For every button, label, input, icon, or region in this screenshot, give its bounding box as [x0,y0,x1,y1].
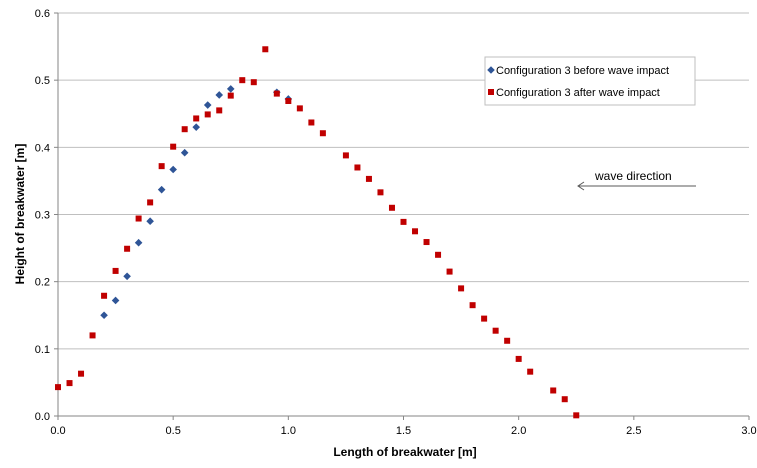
legend-box [484,56,696,106]
data-point [319,130,326,137]
data-point [308,119,315,126]
data-point [124,245,131,252]
data-point [262,46,269,53]
legend: Configuration 3 before wave impact Confi… [484,56,696,106]
tick-labels: 0.0 0.1 0.2 0.3 0.4 0.5 0.6 0.0 0.5 1.0 1.5 2.0 2.5 3… [35,8,757,437]
wave-direction-label: wave direction [594,169,672,183]
y-tick-label: 0.3 [35,210,50,222]
data-point [458,285,465,292]
data-point [181,126,188,133]
wave-direction-arrow [577,181,696,191]
data-point [215,91,224,99]
data-point [354,164,361,171]
data-point [192,123,200,131]
data-point [147,199,154,206]
data-point [112,267,119,274]
data-point [146,217,154,226]
data-point [134,238,143,247]
legend-label-before: Configuration 3 before wave impact [496,65,669,77]
data-point [492,327,499,334]
y-tick-label: 0.1 [35,344,50,356]
data-point [423,239,430,246]
data-point [170,143,177,150]
y-tick-label: 0.4 [35,142,50,154]
y-tick-label: 0.2 [35,277,50,289]
y-tick-label: 0.5 [35,75,50,87]
data-point [504,337,511,344]
y-tick-label: 0.6 [35,8,50,20]
data-point [226,85,235,93]
data-point [561,396,568,403]
x-tick-label: 0.0 [50,425,65,437]
data-point [365,175,372,182]
x-tick-label: 1.5 [396,425,411,437]
x-tick-label: 2.0 [511,425,526,437]
data-point [239,77,246,84]
data-point [435,251,442,258]
data-point [204,111,211,118]
data-point [412,228,419,235]
legend-swatch [488,89,494,95]
data-point [157,185,166,194]
data-point [66,380,73,387]
data-point [111,296,120,305]
data-point [342,152,349,159]
data-point [527,368,534,375]
legend-label-after: Configuration 3 after wave impact [496,87,660,99]
data-point [388,204,395,211]
data-point [273,90,280,97]
x-tick-label: 1.0 [281,425,296,437]
legend-swatch [487,66,495,74]
data-point [515,355,522,362]
data-point [203,101,212,109]
data-point [573,412,580,419]
data-point [123,272,131,281]
data-point [550,387,557,394]
data-point [400,218,407,225]
axes [54,12,750,420]
data-point [135,215,142,222]
data-point [55,384,61,391]
x-tick-label: 2.5 [626,425,641,437]
series-after [55,46,580,419]
data-point [101,292,108,299]
data-point [180,148,189,157]
y-axis-title: Height of breakwater [m] [13,144,27,285]
data-point [377,189,384,196]
data-point [446,268,453,275]
data-point [469,302,476,309]
data-point [227,92,234,99]
x-axis-title: Length of breakwater [m] [333,445,476,459]
data-point [100,311,108,320]
data-point [78,370,85,377]
data-point [285,97,292,104]
x-tick-label: 3.0 [741,425,756,437]
data-points [55,46,580,419]
legend-marker-after [488,89,494,95]
y-tick-label: 0.0 [35,411,50,423]
data-point [296,105,303,112]
data-point [216,107,223,114]
data-point [250,79,257,86]
data-point [158,163,165,170]
data-point [481,315,488,322]
data-point [169,165,177,174]
data-point [193,115,200,122]
legend-marker-before [487,66,495,74]
x-tick-label: 0.5 [166,425,181,437]
data-point [89,332,96,339]
